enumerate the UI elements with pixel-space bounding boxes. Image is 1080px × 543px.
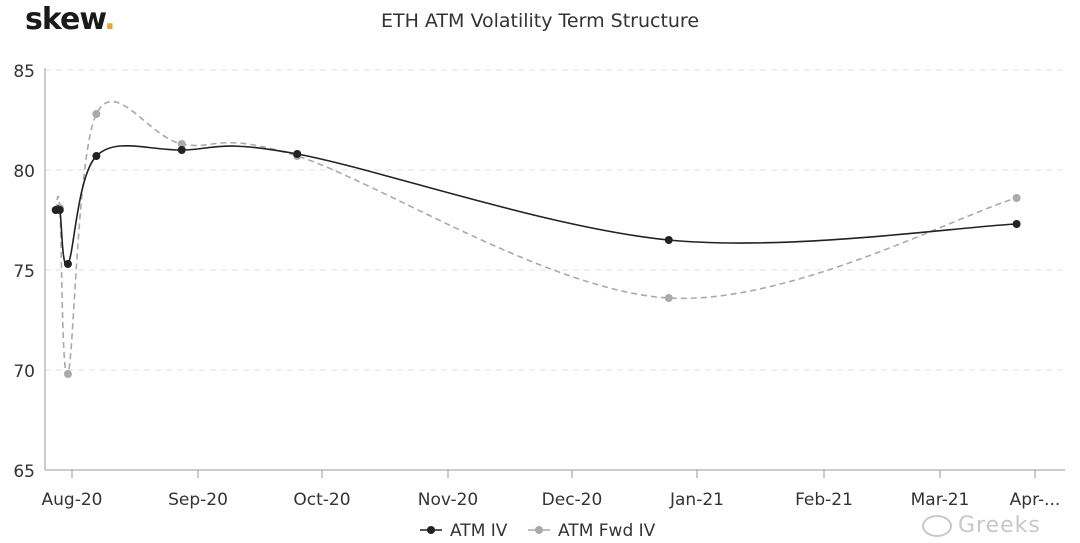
point-atm-fwd-iv <box>63 370 72 378</box>
y-tick-label: 70 <box>13 362 35 382</box>
point-atm-fwd-iv <box>664 294 673 302</box>
point-atm-iv <box>177 146 186 154</box>
point-atm-fwd-iv <box>177 140 186 148</box>
legend-item-atm-iv-label: ATM IV <box>450 521 508 541</box>
x-tick-label: Aug-20 <box>42 490 103 510</box>
chart-title: ETH ATM Volatility Term Structure <box>380 10 700 32</box>
y-tick-label: 85 <box>13 62 35 82</box>
watermark-text: Greeks <box>958 513 1041 538</box>
brand-dot: . <box>104 2 115 37</box>
series-line-atm-iv <box>54 144 1017 266</box>
point-atm-fwd-iv <box>92 110 101 118</box>
x-tick-label: Nov-20 <box>418 490 479 510</box>
skew-logo: skew. <box>25 2 116 37</box>
point-atm-fwd-iv <box>1012 194 1021 202</box>
legend-item-atm-fwd-iv-label: ATM Fwd IV <box>558 521 656 541</box>
x-tick-label: Jan-21 <box>669 490 724 510</box>
x-tick-label: Mar-21 <box>911 490 970 510</box>
x-tick-label: Oct-20 <box>293 490 350 510</box>
point-atm-iv <box>55 206 64 214</box>
point-atm-iv <box>664 236 673 244</box>
point-atm-iv <box>1012 220 1021 228</box>
series-line-atm-fwd-iv <box>54 100 1017 376</box>
x-tick-label: Feb-21 <box>795 490 853 510</box>
x-tick-label: Sep-20 <box>168 490 228 510</box>
y-tick-label: 80 <box>13 162 35 182</box>
watermark: Greeks <box>922 513 1041 538</box>
x-tick-label: Dec-20 <box>542 490 603 510</box>
y-tick-label: 75 <box>13 262 35 282</box>
legend-item-atm-iv-marker <box>427 526 435 534</box>
y-tick-label: 65 <box>13 462 35 482</box>
brand-name: skew <box>25 2 105 37</box>
wechat-icon <box>922 515 952 537</box>
point-atm-iv <box>63 260 72 268</box>
legend-item-atm-fwd-iv-marker <box>535 526 543 534</box>
point-atm-iv <box>92 152 101 160</box>
x-tick-label: Apr-... <box>1010 490 1061 510</box>
point-atm-iv <box>293 150 302 158</box>
